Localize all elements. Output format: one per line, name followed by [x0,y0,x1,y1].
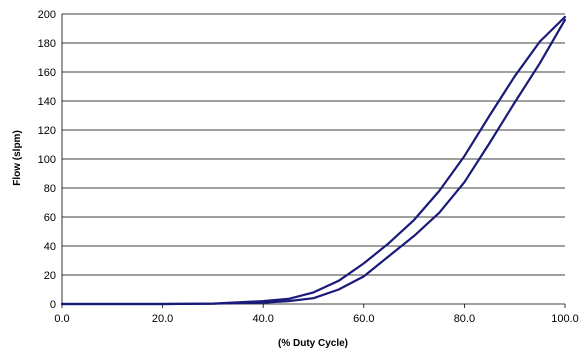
y-tick-label: 60 [44,212,56,224]
y-tick-label: 200 [38,9,56,21]
x-tick-label: 100.0 [551,313,579,325]
y-tick-label: 0 [50,299,56,311]
x-tick-labels: 0.0 20.0 40.0 60.0 80.0 100.0 [54,313,578,325]
x-tick-label: 80.0 [454,313,475,325]
x-tick-label: 20.0 [152,313,173,325]
y-tick-label: 40 [44,241,56,253]
y-tick-label: 160 [38,67,56,79]
y-axis-title: Flow (slpm) [12,130,23,186]
grid-lines [61,13,566,308]
series-line-2 [60,18,567,306]
x-axis-title: (% Duty Cycle) [278,338,348,349]
y-tick-label: 80 [44,183,56,195]
x-tick-label: 0.0 [54,313,69,325]
y-tick-label: 20 [44,270,56,282]
x-tick-label: 40.0 [252,313,273,325]
y-tick-label: 120 [38,125,56,137]
x-tick-label: 60.0 [353,313,374,325]
series-lines [60,15,567,306]
y-tick-label: 180 [38,38,56,50]
series-line-1 [60,15,567,306]
y-tick-labels: 0 20 40 60 80 100 120 140 160 180 200 [38,9,56,311]
y-tick-label: 100 [38,154,56,166]
y-tick-label: 140 [38,96,56,108]
